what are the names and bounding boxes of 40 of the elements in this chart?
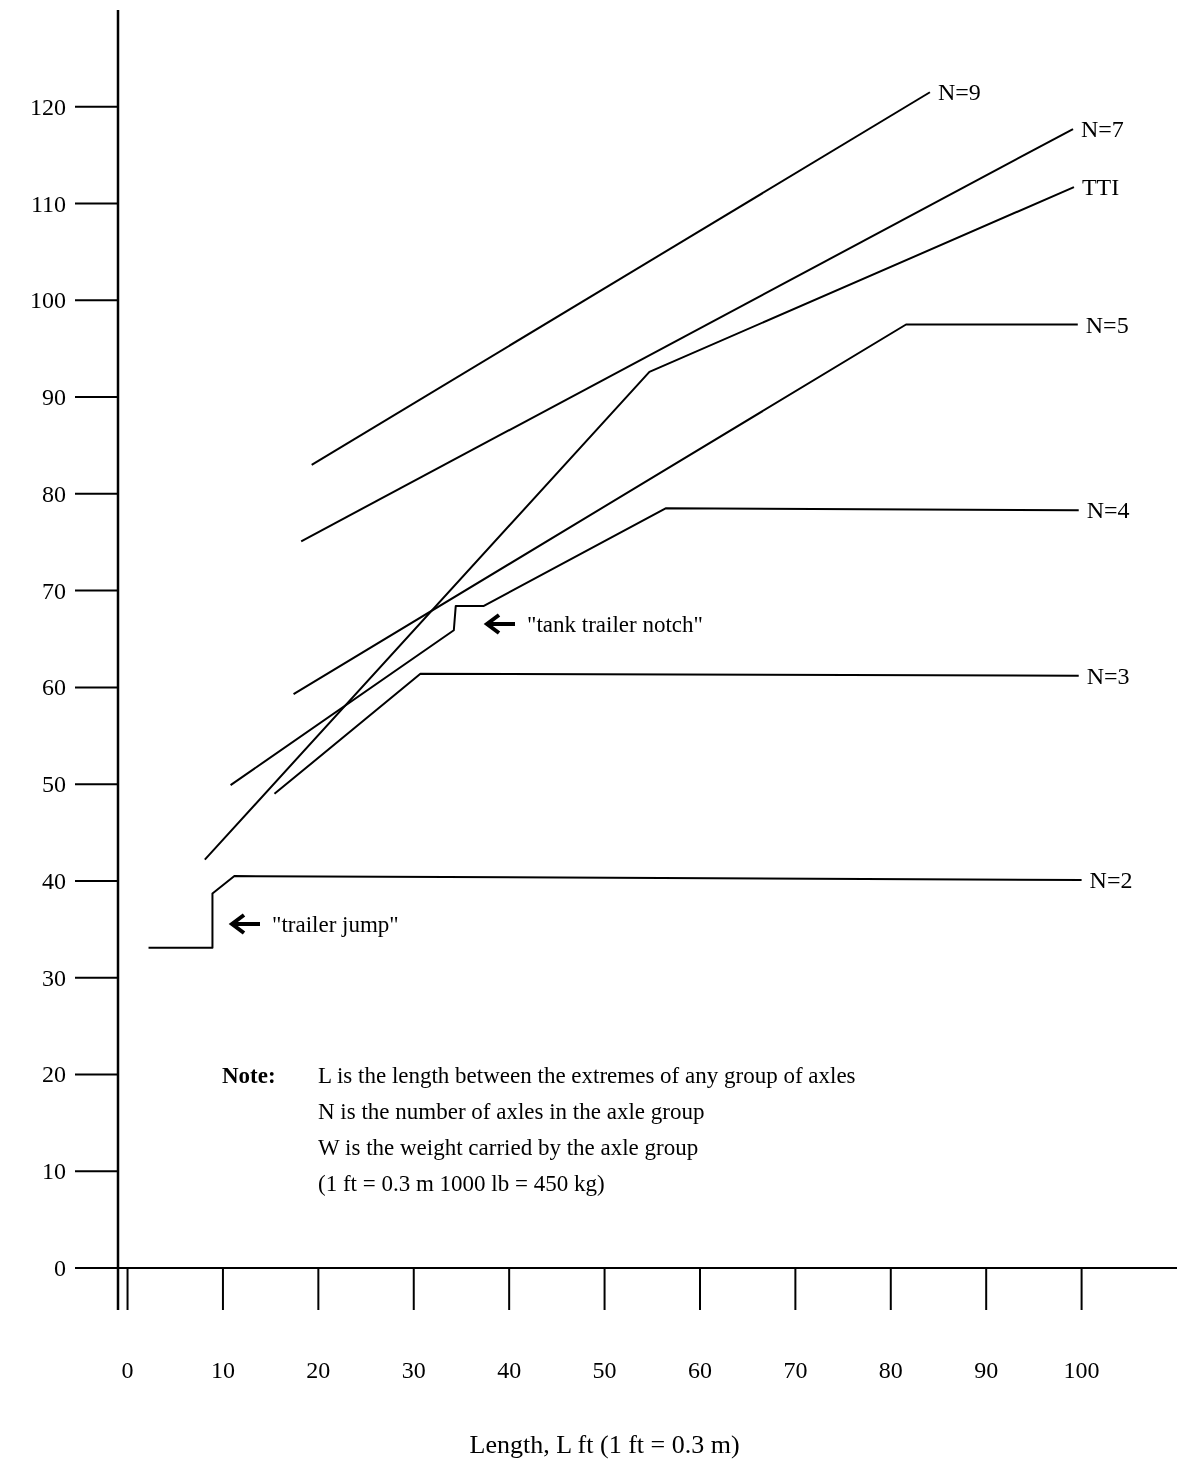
series-label: N=9 — [937, 79, 981, 106]
series-label: N=7 — [1081, 116, 1124, 143]
annotation: Note: — [222, 1063, 276, 1088]
annotation: W is the weight carried by the axle group — [318, 1135, 699, 1160]
annotation: (1 ft = 0.3 m 1000 lb = 450 kg) — [318, 1171, 605, 1196]
x-tick-label: 10 — [210, 1357, 235, 1383]
series-label: N=3 — [1086, 662, 1130, 689]
y-tick-label: 0 — [54, 1255, 66, 1281]
x-tick-label: 90 — [974, 1357, 999, 1383]
x-axis-title: Length, L ft (1 ft = 0.3 m) — [469, 1430, 740, 1459]
y-tick-label: 110 — [30, 190, 66, 217]
annotation: N is the number of axles in the axle group — [318, 1099, 705, 1124]
x-tick-label: 100 — [1063, 1357, 1100, 1383]
x-tick-label: 80 — [878, 1357, 903, 1383]
y-tick-label: 80 — [42, 480, 66, 507]
y-tick-label: 40 — [42, 867, 66, 894]
x-tick-label: 70 — [783, 1357, 808, 1383]
y-tick-label: 30 — [42, 964, 66, 991]
annotation: "trailer jump" — [272, 912, 399, 937]
series-label: N=5 — [1085, 311, 1129, 338]
y-tick-label: 60 — [42, 674, 66, 701]
y-tick-label: 70 — [42, 577, 66, 604]
x-tick-label: 40 — [497, 1357, 522, 1383]
x-tick-label: 30 — [401, 1357, 426, 1383]
annotation: L is the length between the extremes of any group of axles — [318, 1063, 856, 1088]
series-label: TTI — [1081, 174, 1120, 201]
y-tick-label: 10 — [42, 1158, 66, 1185]
x-tick-label: 60 — [687, 1357, 712, 1383]
y-tick-label: 20 — [42, 1061, 66, 1088]
y-tick-label: 120 — [30, 93, 66, 120]
x-tick-label: 20 — [306, 1357, 331, 1383]
annotation: "tank trailer notch" — [527, 612, 703, 637]
y-tick-label: 90 — [42, 384, 66, 411]
y-tick-label: 100 — [30, 287, 66, 314]
y-tick-label: 50 — [42, 771, 66, 798]
x-tick-label: 0 — [121, 1357, 134, 1383]
series-label: N=2 — [1089, 866, 1133, 893]
line-series — [147, 875, 1083, 949]
x-tick-label: 50 — [592, 1357, 617, 1383]
series-label: N=4 — [1086, 497, 1130, 524]
